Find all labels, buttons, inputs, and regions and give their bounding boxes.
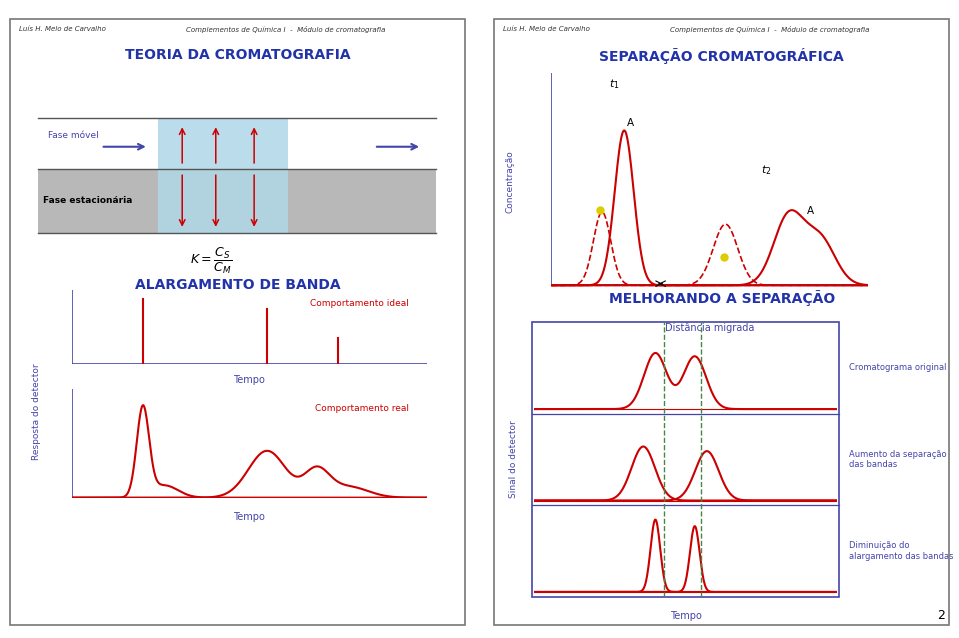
- Bar: [158, 118, 288, 233]
- Bar: [10, 19, 465, 625]
- Bar: [38, 118, 436, 169]
- Text: Luís H. Melo de Carvalho: Luís H. Melo de Carvalho: [19, 26, 106, 31]
- Bar: [38, 169, 436, 233]
- Text: Sinal do detector: Sinal do detector: [508, 420, 518, 498]
- Text: $t_1$: $t_1$: [609, 77, 620, 91]
- Text: Distância migrada: Distância migrada: [665, 322, 755, 332]
- Text: $K = \dfrac{C_S}{C_M}$: $K = \dfrac{C_S}{C_M}$: [190, 246, 232, 276]
- Text: Tempo: Tempo: [233, 375, 266, 385]
- Text: Diminuição do
alargamento das bandas: Diminuição do alargamento das bandas: [849, 541, 953, 561]
- Text: Fase móvel: Fase móvel: [48, 131, 99, 140]
- Text: A: A: [807, 206, 814, 216]
- Text: Complementos de Química I  -  Módulo de cromatografia: Complementos de Química I - Módulo de cr…: [186, 26, 385, 33]
- Text: Cromatograma original: Cromatograma original: [849, 364, 947, 373]
- Bar: [494, 19, 949, 625]
- Text: Tempo: Tempo: [233, 512, 266, 523]
- Text: Complementos de Química I  -  Módulo de cromatografia: Complementos de Química I - Módulo de cr…: [670, 26, 869, 33]
- Text: Aumento da separação
das bandas: Aumento da separação das bandas: [849, 450, 947, 469]
- Text: SEPARAÇÃO CROMATOGRÁFICA: SEPARAÇÃO CROMATOGRÁFICA: [599, 48, 844, 64]
- Text: TEORIA DA CROMATOGRAFIA: TEORIA DA CROMATOGRAFIA: [125, 48, 350, 62]
- Text: Luís H. Melo de Carvalho: Luís H. Melo de Carvalho: [503, 26, 591, 31]
- Text: Fase estacionária: Fase estacionária: [43, 197, 132, 205]
- Text: MELHORANDO A SEPARAÇÃO: MELHORANDO A SEPARAÇÃO: [609, 290, 834, 306]
- Text: Comportamento real: Comportamento real: [315, 404, 409, 413]
- Text: Concentração: Concentração: [505, 151, 515, 213]
- Bar: [532, 322, 839, 597]
- Text: ALARGAMENTO DE BANDA: ALARGAMENTO DE BANDA: [134, 278, 340, 292]
- Text: $t_2$: $t_2$: [761, 163, 772, 177]
- Text: A: A: [627, 118, 634, 128]
- Text: Comportamento ideal: Comportamento ideal: [310, 299, 409, 308]
- Text: Resposta do detector: Resposta do detector: [32, 363, 41, 460]
- Text: Tempo: Tempo: [669, 611, 702, 621]
- Text: 2: 2: [937, 609, 945, 622]
